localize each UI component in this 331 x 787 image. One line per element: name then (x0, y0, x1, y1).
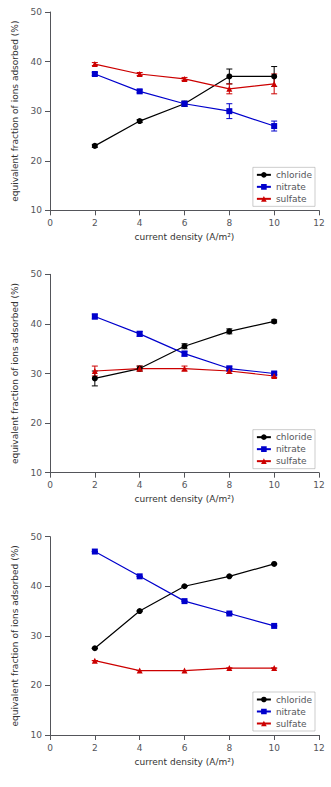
svg-text:10: 10 (268, 218, 280, 228)
svg-text:10: 10 (268, 743, 280, 753)
svg-text:8: 8 (226, 743, 232, 753)
svg-text:4: 4 (137, 480, 143, 490)
svg-text:sulfate: sulfate (276, 194, 307, 204)
svg-text:8: 8 (226, 218, 232, 228)
svg-text:40: 40 (31, 581, 43, 591)
svg-text:40: 40 (31, 57, 43, 67)
svg-text:10: 10 (31, 468, 43, 478)
svg-text:current density (A/m²): current density (A/m²) (135, 232, 235, 242)
svg-text:chloride: chloride (276, 432, 313, 442)
svg-text:chloride: chloride (276, 695, 313, 705)
svg-text:4: 4 (137, 218, 143, 228)
svg-text:12: 12 (313, 480, 324, 490)
svg-text:30: 30 (31, 369, 43, 379)
svg-text:nitrate: nitrate (276, 707, 306, 717)
svg-text:6: 6 (182, 743, 188, 753)
svg-text:nitrate: nitrate (276, 444, 306, 454)
svg-text:20: 20 (31, 418, 43, 428)
svg-text:50: 50 (31, 7, 43, 17)
svg-text:2: 2 (92, 218, 98, 228)
svg-text:chloride: chloride (276, 170, 313, 180)
svg-text:12: 12 (313, 218, 324, 228)
svg-text:sulfate: sulfate (276, 456, 307, 466)
svg-text:equivalent fraction of ions ad: equivalent fraction of ions adsorbed (%) (10, 21, 20, 202)
svg-text:0: 0 (47, 218, 53, 228)
svg-text:10: 10 (268, 480, 280, 490)
svg-text:6: 6 (182, 218, 188, 228)
svg-text:30: 30 (31, 631, 43, 641)
svg-text:0: 0 (47, 743, 53, 753)
svg-text:50: 50 (31, 532, 43, 542)
svg-text:10: 10 (31, 205, 43, 215)
svg-text:nitrate: nitrate (276, 182, 306, 192)
svg-text:8: 8 (226, 480, 232, 490)
svg-text:sulfate: sulfate (276, 719, 307, 729)
svg-text:10: 10 (31, 730, 43, 740)
svg-text:20: 20 (31, 156, 43, 166)
svg-text:30: 30 (31, 106, 43, 116)
svg-text:4: 4 (137, 743, 143, 753)
svg-text:12: 12 (313, 743, 324, 753)
svg-text:current density (A/m²): current density (A/m²) (135, 757, 235, 767)
svg-text:50: 50 (31, 269, 43, 279)
svg-text:2: 2 (92, 480, 98, 490)
svg-text:equivalent fraction of ions ad: equivalent fraction of ions adsorbed (%) (10, 283, 20, 464)
svg-text:40: 40 (31, 319, 43, 329)
svg-text:current density (A/m²): current density (A/m²) (135, 494, 235, 504)
svg-text:20: 20 (31, 680, 43, 690)
svg-text:equivalent fraction of ions ad: equivalent fraction of ions adsorbed (%) (10, 545, 20, 726)
svg-text:0: 0 (47, 480, 53, 490)
svg-text:2: 2 (92, 743, 98, 753)
svg-text:6: 6 (182, 480, 188, 490)
